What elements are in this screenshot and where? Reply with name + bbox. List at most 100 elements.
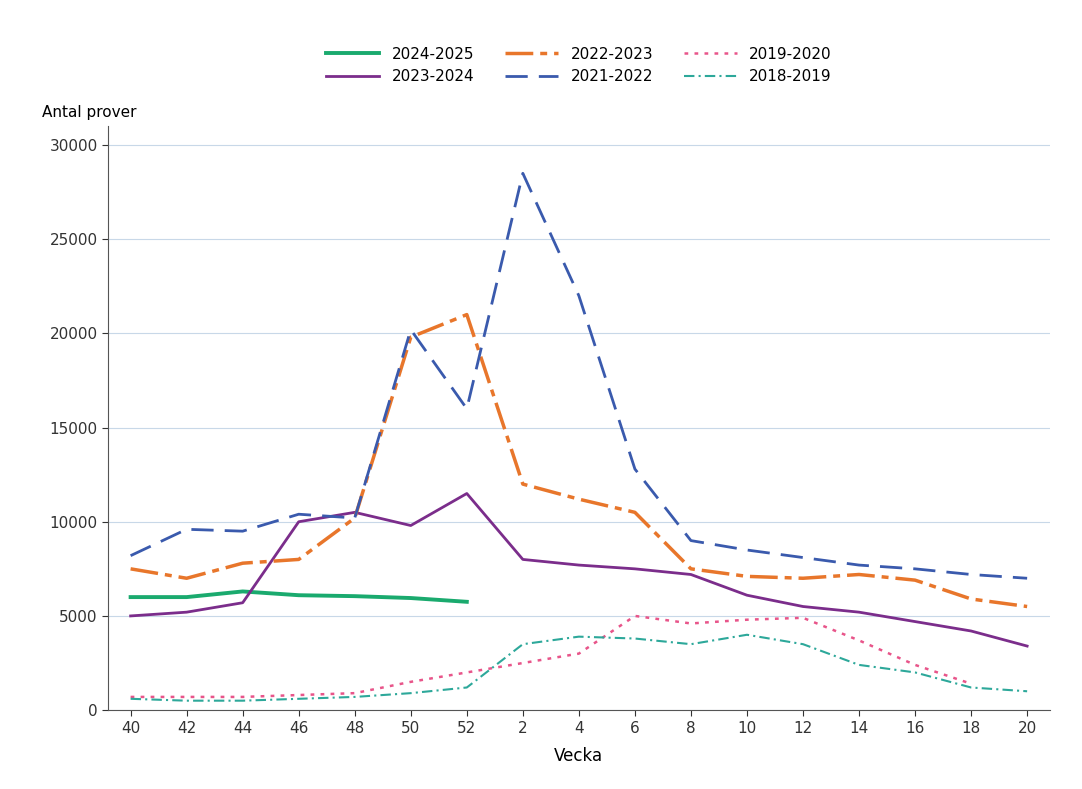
2021-2022 [853, 560, 866, 570]
2019-2020 [740, 615, 753, 624]
Line: 2024-2025: 2024-2025 [131, 592, 466, 602]
2018-2019 [740, 630, 753, 640]
2021-2022 [909, 564, 922, 574]
2023-2024 [740, 590, 753, 600]
2021-2022 [1020, 574, 1033, 583]
2022-2023 [516, 480, 529, 489]
Legend: 2024-2025, 2023-2024, 2022-2023, 2021-2022, 2019-2020, 2018-2019: 2024-2025, 2023-2024, 2022-2023, 2021-20… [319, 40, 839, 90]
2021-2022 [516, 169, 529, 178]
2024-2025 [292, 590, 305, 600]
2019-2020 [629, 611, 642, 621]
2023-2024 [685, 570, 698, 579]
2022-2023 [1020, 602, 1033, 611]
X-axis label: Vecka: Vecka [554, 746, 604, 765]
2021-2022 [236, 526, 249, 536]
Line: 2022-2023: 2022-2023 [131, 315, 1027, 607]
2021-2022 [685, 536, 698, 545]
2021-2022 [348, 514, 361, 523]
2021-2022 [965, 570, 978, 579]
2018-2019 [180, 696, 194, 705]
2022-2023 [740, 572, 753, 581]
2019-2020 [405, 677, 418, 686]
2018-2019 [292, 694, 305, 704]
2022-2023 [180, 574, 194, 583]
2022-2023 [292, 555, 305, 564]
2019-2020 [292, 690, 305, 700]
2024-2025 [124, 593, 137, 602]
2019-2020 [853, 636, 866, 645]
2023-2024 [348, 507, 361, 517]
2021-2022 [572, 291, 585, 301]
2024-2025 [348, 592, 361, 601]
2018-2019 [909, 667, 922, 677]
2021-2022 [629, 464, 642, 473]
Line: 2021-2022: 2021-2022 [131, 174, 1027, 578]
2022-2023 [460, 310, 473, 320]
2023-2024 [965, 626, 978, 636]
2018-2019 [853, 660, 866, 670]
Line: 2023-2024: 2023-2024 [131, 493, 1027, 646]
2023-2024 [572, 560, 585, 570]
2018-2019 [685, 639, 698, 649]
2022-2023 [685, 564, 698, 574]
2022-2023 [572, 495, 585, 504]
2018-2019 [629, 634, 642, 643]
2022-2023 [629, 507, 642, 517]
2023-2024 [853, 608, 866, 617]
2019-2020 [180, 692, 194, 701]
2022-2023 [853, 570, 866, 579]
Line: 2018-2019: 2018-2019 [131, 635, 1027, 701]
Line: 2019-2020: 2019-2020 [131, 616, 972, 697]
2024-2025 [180, 593, 194, 602]
2024-2025 [236, 587, 249, 596]
2022-2023 [405, 332, 418, 342]
2018-2019 [516, 639, 529, 649]
2018-2019 [124, 694, 137, 704]
2019-2020 [460, 667, 473, 677]
2021-2022 [796, 553, 809, 563]
2024-2025 [460, 597, 473, 607]
2023-2024 [180, 608, 194, 617]
Text: Antal prover: Antal prover [42, 106, 136, 121]
2022-2023 [909, 575, 922, 585]
2023-2024 [124, 611, 137, 621]
2022-2023 [236, 559, 249, 568]
2019-2020 [516, 658, 529, 667]
2021-2022 [460, 404, 473, 413]
2021-2022 [124, 551, 137, 560]
2019-2020 [572, 649, 585, 658]
2023-2024 [909, 617, 922, 626]
2022-2023 [965, 594, 978, 604]
2019-2020 [685, 619, 698, 628]
2024-2025 [405, 593, 418, 603]
2023-2024 [1020, 641, 1033, 651]
2022-2023 [348, 514, 361, 523]
2023-2024 [460, 488, 473, 498]
2018-2019 [348, 692, 361, 701]
2022-2023 [796, 574, 809, 583]
2023-2024 [236, 598, 249, 608]
2019-2020 [909, 660, 922, 670]
2018-2019 [236, 696, 249, 705]
2019-2020 [796, 613, 809, 623]
2019-2020 [236, 692, 249, 701]
2019-2020 [124, 692, 137, 701]
2018-2019 [1020, 686, 1033, 696]
2021-2022 [740, 545, 753, 555]
2021-2022 [180, 525, 194, 534]
2023-2024 [629, 564, 642, 574]
2022-2023 [124, 564, 137, 574]
2018-2019 [460, 682, 473, 692]
2018-2019 [572, 632, 585, 641]
2018-2019 [796, 639, 809, 649]
2021-2022 [292, 510, 305, 519]
2018-2019 [405, 689, 418, 698]
2023-2024 [516, 555, 529, 564]
2019-2020 [348, 689, 361, 698]
2023-2024 [292, 517, 305, 526]
2021-2022 [405, 325, 418, 335]
2019-2020 [965, 679, 978, 689]
2023-2024 [405, 521, 418, 530]
2018-2019 [965, 682, 978, 692]
2023-2024 [796, 602, 809, 611]
